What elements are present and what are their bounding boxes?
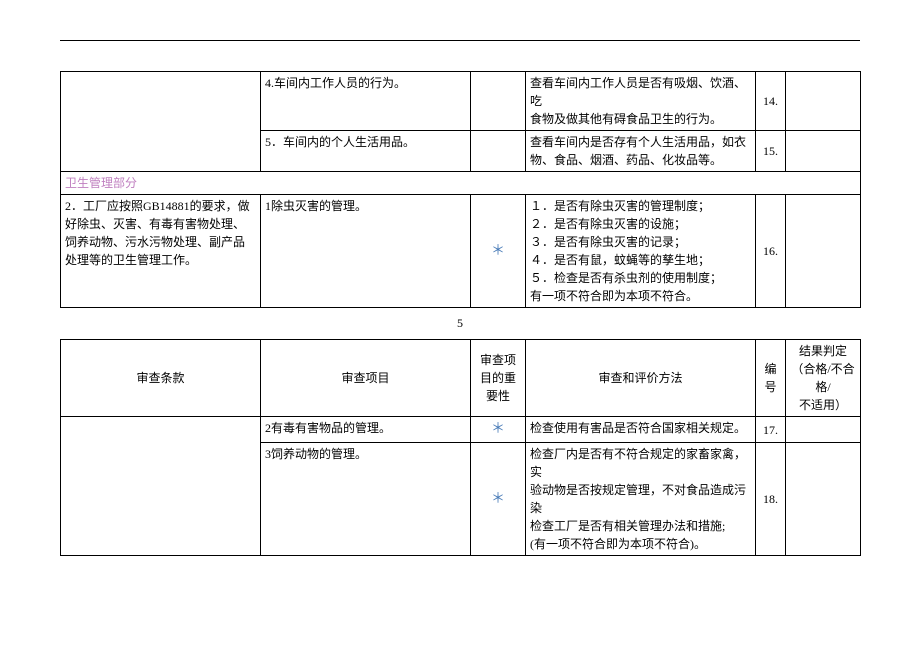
- table-row: 2有毒有害物品的管理。 ＊ 检查使用有害品是否符合国家相关规定。 17.: [61, 417, 861, 443]
- header-item: 审查项目: [261, 340, 471, 417]
- audit-table-part2: 审查条款 审查项目 审查项目的重要性 审查和评价方法 编号 结果判定 （合格/不…: [60, 339, 861, 556]
- cell-no: 14.: [756, 72, 786, 131]
- page-number: 5: [60, 316, 860, 331]
- cell-no: 16.: [756, 195, 786, 308]
- cell-method: 查看车间内工作人员是否有吸烟、饮酒、吃 食物及做其他有碍食品卫生的行为。: [526, 72, 756, 131]
- cell-method: 检查使用有害品是否符合国家相关规定。: [526, 417, 756, 443]
- cell-importance: ＊: [471, 417, 526, 443]
- cell-no: 17.: [756, 417, 786, 443]
- cell-item: 4.车间内工作人员的行为。: [261, 72, 471, 131]
- cell-importance: [471, 72, 526, 131]
- header-no: 编号: [756, 340, 786, 417]
- cell-clause-empty: [61, 417, 261, 556]
- cell-item: 2有毒有害物品的管理。: [261, 417, 471, 443]
- table-header-row: 审查条款 审查项目 审查项目的重要性 审查和评价方法 编号 结果判定 （合格/不…: [61, 340, 861, 417]
- cell-result: [786, 72, 861, 131]
- cell-importance: [471, 131, 526, 172]
- cell-result: [786, 131, 861, 172]
- section-title-text: 卫生管理部分: [65, 176, 137, 190]
- table-row: 4.车间内工作人员的行为。 查看车间内工作人员是否有吸烟、饮酒、吃 食物及做其他…: [61, 72, 861, 131]
- cell-item: 1除虫灭害的管理。: [261, 195, 471, 308]
- header-importance: 审查项目的重要性: [471, 340, 526, 417]
- section-title-cell: 卫生管理部分: [61, 172, 861, 195]
- cell-clause: 2．工厂应按照GB14881的要求，做好除虫、灭害、有毒有害物处理、饲养动物、污…: [61, 195, 261, 308]
- cell-result: [786, 195, 861, 308]
- cell-importance: ＊: [471, 443, 526, 556]
- cell-method: 检查厂内是否有不符合规定的家畜家禽，实 验动物是否按规定管理，不对食品造成污染 …: [526, 443, 756, 556]
- section-title-row: 卫生管理部分: [61, 172, 861, 195]
- page-top-rule: [60, 40, 860, 41]
- cell-item: 3饲养动物的管理。: [261, 443, 471, 556]
- cell-no: 18.: [756, 443, 786, 556]
- table-row: 2．工厂应按照GB14881的要求，做好除虫、灭害、有毒有害物处理、饲养动物、污…: [61, 195, 861, 308]
- cell-result: [786, 417, 861, 443]
- cell-item: 5．车间内的个人生活用品。: [261, 131, 471, 172]
- header-result: 结果判定 （合格/不合格/ 不适用）: [786, 340, 861, 417]
- header-method: 审查和评价方法: [526, 340, 756, 417]
- cell-clause-empty: [61, 72, 261, 172]
- cell-method: 查看车间内是否存有个人生活用品，如衣物、食品、烟酒、药品、化妆品等。: [526, 131, 756, 172]
- audit-table-part1: 4.车间内工作人员的行为。 查看车间内工作人员是否有吸烟、饮酒、吃 食物及做其他…: [60, 71, 861, 308]
- cell-no: 15.: [756, 131, 786, 172]
- cell-importance: ＊: [471, 195, 526, 308]
- cell-result: [786, 443, 861, 556]
- header-clause: 审查条款: [61, 340, 261, 417]
- cell-method: １．是否有除虫灭害的管理制度； ２．是否有除虫灭害的设施； ３．是否有除虫灭害的…: [526, 195, 756, 308]
